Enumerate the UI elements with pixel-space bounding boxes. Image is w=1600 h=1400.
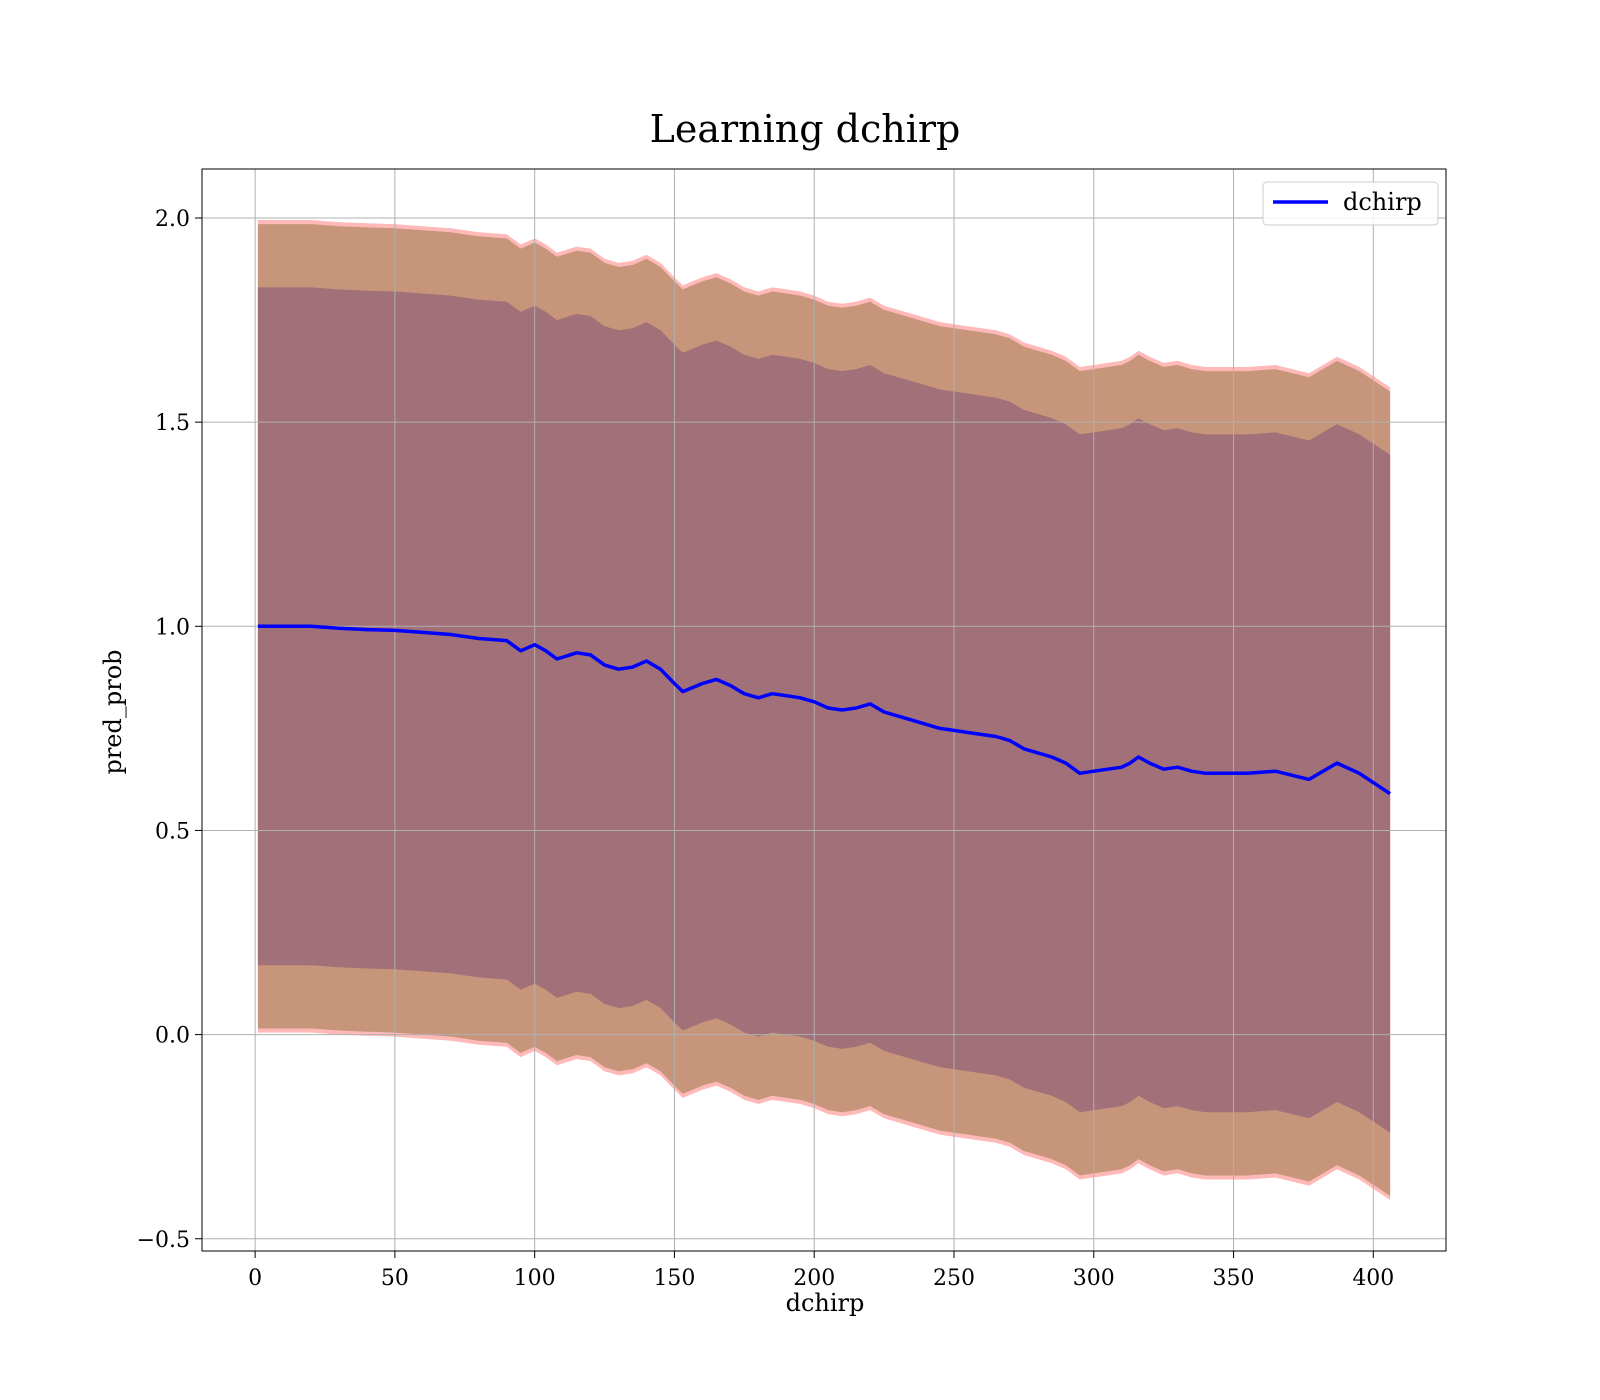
confidence-bands [257, 220, 1391, 1200]
x-tick-label: 150 [653, 1266, 695, 1291]
x-tick-label: 250 [933, 1266, 975, 1291]
plot-frame [201, 168, 1447, 1252]
grid-lines [202, 169, 1446, 1251]
x-tick-label: 50 [381, 1266, 409, 1291]
series-line-dchirp [257, 624, 1392, 796]
x-tick-label: 350 [1213, 1266, 1255, 1291]
x-axis-ticks: 0 50 100 150 200 250 300 350 400 [248, 1251, 1394, 1291]
y-axis-ticks: −0.5 0.0 0.5 1.0 1.5 2.0 [137, 207, 202, 1253]
x-tick-label: 300 [1073, 1266, 1115, 1291]
y-tick-label: 1.0 [155, 615, 190, 640]
confidence-band-3 [257, 287, 1391, 1133]
x-tick-label: 0 [248, 1266, 262, 1291]
y-tick-label: −0.5 [137, 1228, 190, 1253]
legend-box [1262, 181, 1439, 226]
x-tick-label: 400 [1352, 1266, 1394, 1291]
y-tick-label: 1.5 [155, 411, 190, 436]
x-tick-label: 200 [793, 1266, 835, 1291]
x-tick-label: 100 [514, 1266, 556, 1291]
y-axis-label: pred_prob [99, 649, 127, 774]
legend: dchirp [1262, 181, 1439, 226]
plot-area [201, 168, 1447, 1252]
legend-label-dchirp: dchirp [1343, 188, 1422, 216]
y-tick-label: 2.0 [155, 207, 190, 232]
x-axis-label: dchirp [786, 1289, 865, 1317]
y-tick-label: 0.0 [155, 1024, 190, 1049]
chart-title: Learning dchirp [650, 107, 961, 151]
y-tick-label: 0.5 [155, 819, 190, 844]
